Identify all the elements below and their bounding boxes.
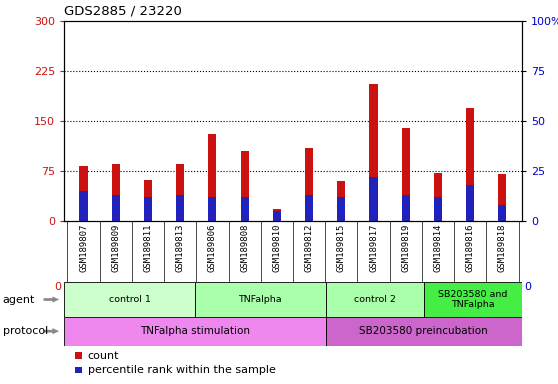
Bar [424,282,522,317]
Bar [326,317,522,346]
Bar [498,205,507,221]
Bar [466,108,474,221]
Text: GSM189818: GSM189818 [498,224,507,272]
Text: GSM189807: GSM189807 [79,224,88,272]
Text: TNFalpha: TNFalpha [238,295,282,304]
Text: percentile rank within the sample: percentile rank within the sample [88,365,276,375]
Bar [305,195,313,221]
Text: 0: 0 [525,282,532,292]
Text: SB203580 and
TNFalpha: SB203580 and TNFalpha [438,290,507,309]
Bar [240,151,249,221]
Bar [369,177,378,221]
Text: GSM189812: GSM189812 [305,224,314,272]
Text: GSM189806: GSM189806 [208,224,217,272]
Bar [402,195,410,221]
Bar [176,164,184,221]
Bar [112,164,120,221]
Bar [64,317,326,346]
Text: agent: agent [3,295,35,305]
Text: GSM189810: GSM189810 [272,224,281,272]
Text: 0: 0 [54,282,61,292]
Bar [434,173,442,221]
Text: GSM189816: GSM189816 [466,224,475,272]
Bar [434,197,442,221]
Bar [208,197,217,221]
Bar [79,166,88,221]
Text: control 1: control 1 [109,295,151,304]
Text: GDS2885 / 23220: GDS2885 / 23220 [64,4,182,17]
Bar [144,197,152,221]
Text: GSM189814: GSM189814 [434,224,442,272]
Bar [273,209,281,221]
Text: count: count [88,351,119,361]
Bar [498,174,507,221]
Text: GSM189808: GSM189808 [240,224,249,272]
Text: GSM189809: GSM189809 [111,224,120,272]
Bar [144,180,152,221]
Bar [337,197,345,221]
Bar [240,197,249,221]
Bar [337,181,345,221]
Bar [112,195,120,221]
Text: GSM189811: GSM189811 [143,224,152,272]
Bar [305,147,313,221]
Bar [466,185,474,221]
Text: control 2: control 2 [354,295,396,304]
Bar [208,134,217,221]
Text: SB203580 preincubation: SB203580 preincubation [359,326,488,336]
Text: GSM189815: GSM189815 [337,224,346,272]
Text: TNFalpha stimulation: TNFalpha stimulation [140,326,250,336]
Text: GSM189813: GSM189813 [176,224,185,272]
Bar [369,84,378,221]
Text: protocol: protocol [3,326,48,336]
Bar [195,282,326,317]
Bar [79,191,88,221]
Bar [402,127,410,221]
Bar [273,211,281,221]
Bar [64,282,195,317]
Text: GSM189819: GSM189819 [401,224,410,272]
Bar [176,195,184,221]
Text: GSM189817: GSM189817 [369,224,378,272]
Bar [326,282,424,317]
